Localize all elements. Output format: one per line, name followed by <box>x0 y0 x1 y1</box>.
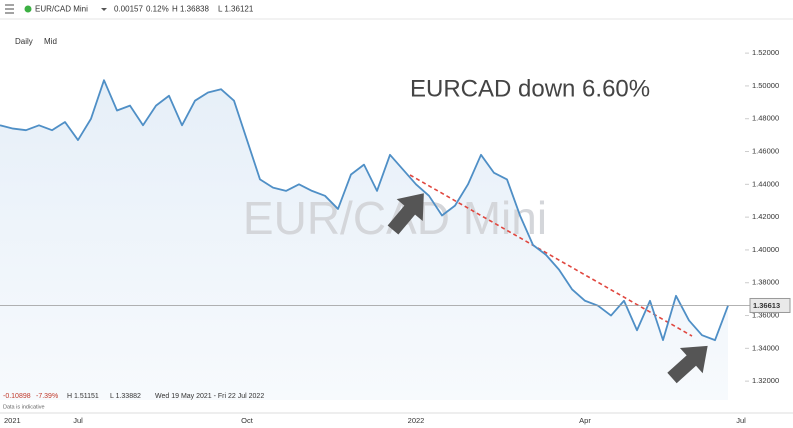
y-tick-label: 1.44000 <box>752 179 779 188</box>
y-tick-label: 1.42000 <box>752 212 779 221</box>
series <box>0 79 752 342</box>
daily-button[interactable]: Daily <box>15 37 33 46</box>
y-tick-label: 1.32000 <box>752 376 779 385</box>
x-tick-label: Apr <box>579 416 591 425</box>
high: H 1.36838 <box>172 5 209 14</box>
footer-low: L 1.33882 <box>110 393 141 400</box>
y-tick-label: 1.40000 <box>752 245 779 254</box>
last-price-badge <box>749 297 791 313</box>
footer-high: H 1.51151 <box>67 393 99 400</box>
footer-info: -0.10898 -7.39% H 1.51151 L 1.33882 Wed … <box>3 393 264 411</box>
change-pct: 0.12% <box>146 5 169 14</box>
area <box>0 80 728 400</box>
y-tick-label: 1.52000 <box>752 48 779 57</box>
x-tick-label: 2021 <box>4 416 21 425</box>
x-tick-label: 2022 <box>408 416 425 425</box>
footer-note: Data is indicative <box>3 404 45 410</box>
y-axis: 1.52000 1.50000 1.48000 1.46000 1.44000 1.420… <box>745 48 791 385</box>
footer-change: -0.10898 <box>3 393 31 400</box>
symbol[interactable]: EUR/CAD Mini <box>35 5 88 14</box>
footer-change-pct: -7.39% <box>36 393 58 400</box>
low: L 1.36121 <box>218 5 254 14</box>
menu-icon[interactable] <box>5 4 14 14</box>
price-line <box>0 79 729 342</box>
dropdown-icon[interactable] <box>101 8 107 11</box>
y-tick-label: 1.50000 <box>752 81 779 90</box>
y-tick-label: 1.34000 <box>752 343 779 352</box>
mid-button[interactable]: Mid <box>44 37 57 46</box>
header: EUR/CAD Mini 0.00157 0.12% H 1.36838 L 1… <box>5 4 254 14</box>
y-tick-label: 1.38000 <box>752 278 779 287</box>
y-tick-label: 1.48000 <box>752 114 779 123</box>
y-tick-label: 1.46000 <box>752 147 779 156</box>
change: 0.00157 <box>114 5 143 14</box>
last-price-label: 1.36613 <box>753 301 780 310</box>
status-dot <box>24 5 32 13</box>
arrow <box>667 345 708 384</box>
x-tick-label: Jul <box>736 416 746 425</box>
x-tick-label: Jul <box>73 416 83 425</box>
plot <box>0 80 728 400</box>
y-tick-label: 1.36000 <box>752 311 779 320</box>
x-tick-label: Oct <box>241 416 254 425</box>
annotation: EURCAD down 6.60% <box>410 75 650 102</box>
trend-line <box>409 174 693 337</box>
arrow <box>387 193 424 235</box>
footer-range: Wed 19 May 2021 - Fri 22 Jul 2022 <box>155 393 264 400</box>
